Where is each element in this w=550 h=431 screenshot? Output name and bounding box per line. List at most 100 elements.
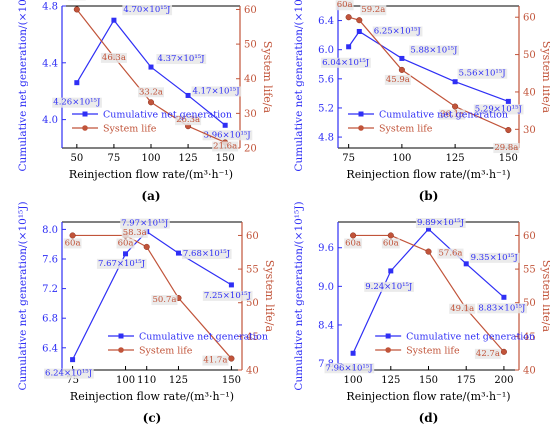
data-label: 58.3a (123, 228, 147, 238)
data-label-bg (100, 52, 127, 63)
legend-marker-square (385, 333, 391, 339)
y-tick-label-left: 7.6 (42, 255, 58, 266)
data-label-bg (474, 348, 501, 359)
data-point-system-life (425, 248, 432, 255)
x-tick-label: 150 (216, 153, 235, 164)
legend-entry: System life (139, 346, 193, 357)
data-label-bg (372, 26, 423, 37)
data-label: 6.24×10¹⁵J (45, 369, 93, 379)
data-point-net-generation (501, 294, 507, 300)
y-tick-label-right: 20 (244, 144, 257, 155)
legend-entry: Cumulative net generation (139, 332, 268, 343)
data-label-bg (116, 238, 135, 249)
data-label: 46.3a (102, 53, 126, 63)
data-point-net-generation (399, 55, 405, 61)
chart-panel-4: 1001251501752007.88.49.09.64045505560Rei… (293, 201, 550, 425)
y-axis-title-left: Cumulative net generation/(×10¹⁵J) (17, 201, 29, 390)
y-tick-label-right: 45 (246, 332, 259, 343)
data-label: 60a (383, 238, 399, 248)
data-label: 45.9a (386, 75, 410, 85)
data-label-bg (415, 218, 466, 229)
data-label: 59.2a (361, 5, 385, 15)
data-point-net-generation (175, 250, 181, 256)
y-axis-title-right: System life/a (263, 260, 276, 333)
data-point-system-life (452, 103, 459, 110)
y-tick-label-left: 9.6 (318, 243, 334, 254)
data-point-system-life (228, 355, 235, 362)
legend-entry: Cumulative net generation (406, 332, 535, 343)
data-label: 6.04×10¹⁵J (322, 58, 370, 68)
y-axis-title-left: Cumulative net generation/(×10¹⁵J) (293, 0, 305, 172)
data-label: 36.1a (440, 110, 464, 120)
x-tick-label: 150 (499, 153, 518, 164)
y-tick-label-left: 4.8 (42, 2, 58, 13)
data-label: 57.6a (439, 249, 463, 259)
y-tick-label-right: 30 (523, 125, 536, 136)
y-tick-label-left: 4.4 (42, 58, 58, 69)
y-tick-label-left: 8.0 (42, 225, 58, 236)
legend-entry: System life (103, 124, 157, 135)
x-tick-label: 75 (66, 375, 79, 386)
data-label-bg (477, 303, 528, 314)
data-label: 7.67×10¹⁵J (98, 259, 146, 269)
data-label-bg (121, 227, 148, 238)
data-point-net-generation (74, 80, 80, 86)
data-point-net-generation (452, 79, 458, 85)
y-tick-label-right: 55 (523, 265, 536, 276)
data-label-bg (439, 109, 466, 120)
x-tick-label: 100 (141, 153, 160, 164)
y-tick-label-right: 45 (523, 332, 536, 343)
y-tick-label-right: 50 (246, 298, 259, 309)
x-axis-title: Reinjection flow rate/(m³·h⁻¹) (70, 390, 234, 403)
y-tick-label-left: 4.8 (318, 133, 334, 144)
data-point-system-life (398, 66, 405, 73)
data-point-net-generation (388, 268, 394, 274)
y-tick-label-left: 5.2 (318, 103, 334, 114)
y-tick-label-left: 6.4 (42, 343, 58, 354)
chart-panel-3: 75 100 110 125 150 6.4 6.8 7.2 7.6 8.0 40 45 50 55 60 R… (17, 201, 276, 425)
data-label-bg (151, 295, 178, 306)
legend-marker-square (82, 111, 88, 117)
panel-label: (b) (419, 189, 439, 203)
legend-marker-square (118, 333, 124, 339)
data-point-net-generation (222, 122, 228, 128)
data-label-bg (457, 68, 508, 79)
data-label-bg (449, 303, 476, 314)
y-tick-label-right: 60 (523, 231, 536, 242)
x-tick-label: 125 (169, 375, 188, 386)
y-tick-label-left: 8.4 (318, 320, 334, 331)
y-tick-label-right: 40 (246, 366, 259, 377)
data-label: 60a (118, 238, 134, 248)
x-tick-label: 175 (457, 375, 476, 386)
x-axis-title: Reinjection flow rate/(m³·h⁻¹) (346, 390, 510, 403)
data-label-bg (122, 5, 173, 16)
x-axis-title: Reinjection flow rate/(m³·h⁻¹) (69, 168, 233, 181)
y-tick-label-right: 60 (523, 13, 536, 24)
y-tick-label-left: 6.4 (318, 16, 334, 27)
data-label-bg (96, 258, 147, 269)
data-label: 4.26×10¹⁵J (53, 98, 101, 108)
data-point-net-generation (228, 282, 234, 288)
data-label-bg (156, 54, 207, 65)
data-label-bg (344, 238, 363, 249)
y-axis-title-right: System life/a (540, 41, 550, 114)
data-label-bg (324, 363, 375, 374)
panel-label: (c) (143, 411, 162, 425)
data-point-net-generation (426, 226, 431, 232)
data-label: 9.89×10¹⁵J (417, 218, 465, 228)
data-label: 5.29×10¹⁵J (475, 104, 523, 114)
y-tick-label-right: 60 (246, 231, 259, 242)
data-label: 5.88×10¹⁵J (410, 45, 458, 55)
legend-marker-circle (118, 347, 124, 353)
data-label-bg (212, 141, 239, 152)
y-tick-label-right: 40 (523, 87, 536, 98)
legend-marker-circle (358, 125, 364, 131)
x-tick-label: 75 (342, 153, 355, 164)
y-tick-label-right: 30 (244, 109, 257, 120)
data-point-net-generation (123, 251, 129, 257)
data-label: 8.83×10¹⁵J (478, 303, 526, 313)
data-point-net-generation (346, 44, 352, 50)
panel-label: (d) (419, 411, 439, 425)
y-tick-label-left: 9.0 (318, 282, 334, 293)
legend-entry: System life (406, 346, 460, 357)
